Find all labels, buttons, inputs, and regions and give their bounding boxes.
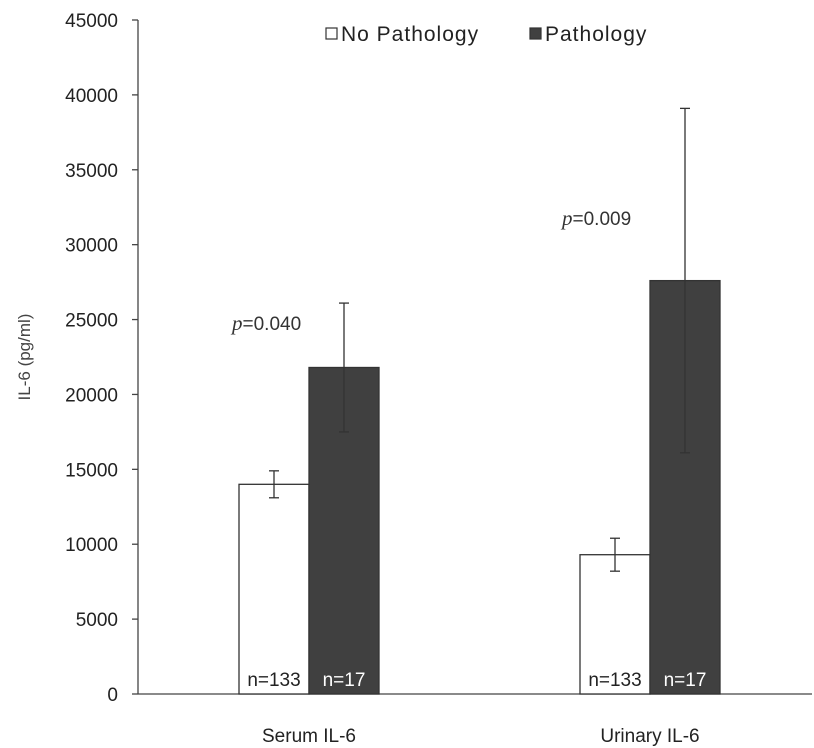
- n-label: n=17: [323, 670, 366, 691]
- p-value-annotation: p=0.009: [560, 206, 631, 230]
- y-tick-label: 35000: [65, 161, 118, 182]
- y-tick-label: 45000: [65, 11, 118, 32]
- y-tick-label: 15000: [65, 460, 118, 481]
- legend-label: No Pathology: [341, 23, 479, 46]
- p-value: =0.040: [243, 314, 302, 335]
- legend: No Pathology Pathology: [325, 23, 647, 46]
- n-label: n=133: [247, 670, 300, 691]
- n-label: n=17: [664, 670, 707, 691]
- n-label: n=133: [588, 670, 641, 691]
- y-tick-label: 10000: [65, 535, 118, 556]
- y-tick-label: 25000: [65, 311, 118, 332]
- y-tick-label: 30000: [65, 236, 118, 257]
- y-tick-label: 0: [107, 685, 118, 706]
- p-value: =0.009: [573, 209, 632, 230]
- bars: [238, 279, 721, 695]
- legend-swatch-no-pathology: [325, 27, 338, 40]
- no-pathology-bar: [238, 483, 310, 695]
- error-bars: [269, 107, 690, 572]
- x-category-label: Urinary IL-6: [600, 726, 699, 747]
- y-axis-title: IL-6 (pg/ml): [15, 314, 34, 401]
- axes: 0 5000 10000 15000 20000 25000 30000 35000 40000…: [15, 11, 812, 747]
- p-symbol: p: [560, 206, 573, 230]
- y-tick-label: 5000: [76, 610, 118, 631]
- legend-swatch-pathology: [529, 27, 542, 40]
- legend-label: Pathology: [545, 23, 647, 46]
- no-pathology-bar: [579, 554, 651, 695]
- y-tick-label: 40000: [65, 86, 118, 107]
- p-symbol: p: [230, 311, 243, 335]
- y-tick-label: 20000: [65, 385, 118, 406]
- x-category-label: Serum IL-6: [262, 726, 356, 747]
- p-value-annotation: p=0.040: [230, 311, 301, 335]
